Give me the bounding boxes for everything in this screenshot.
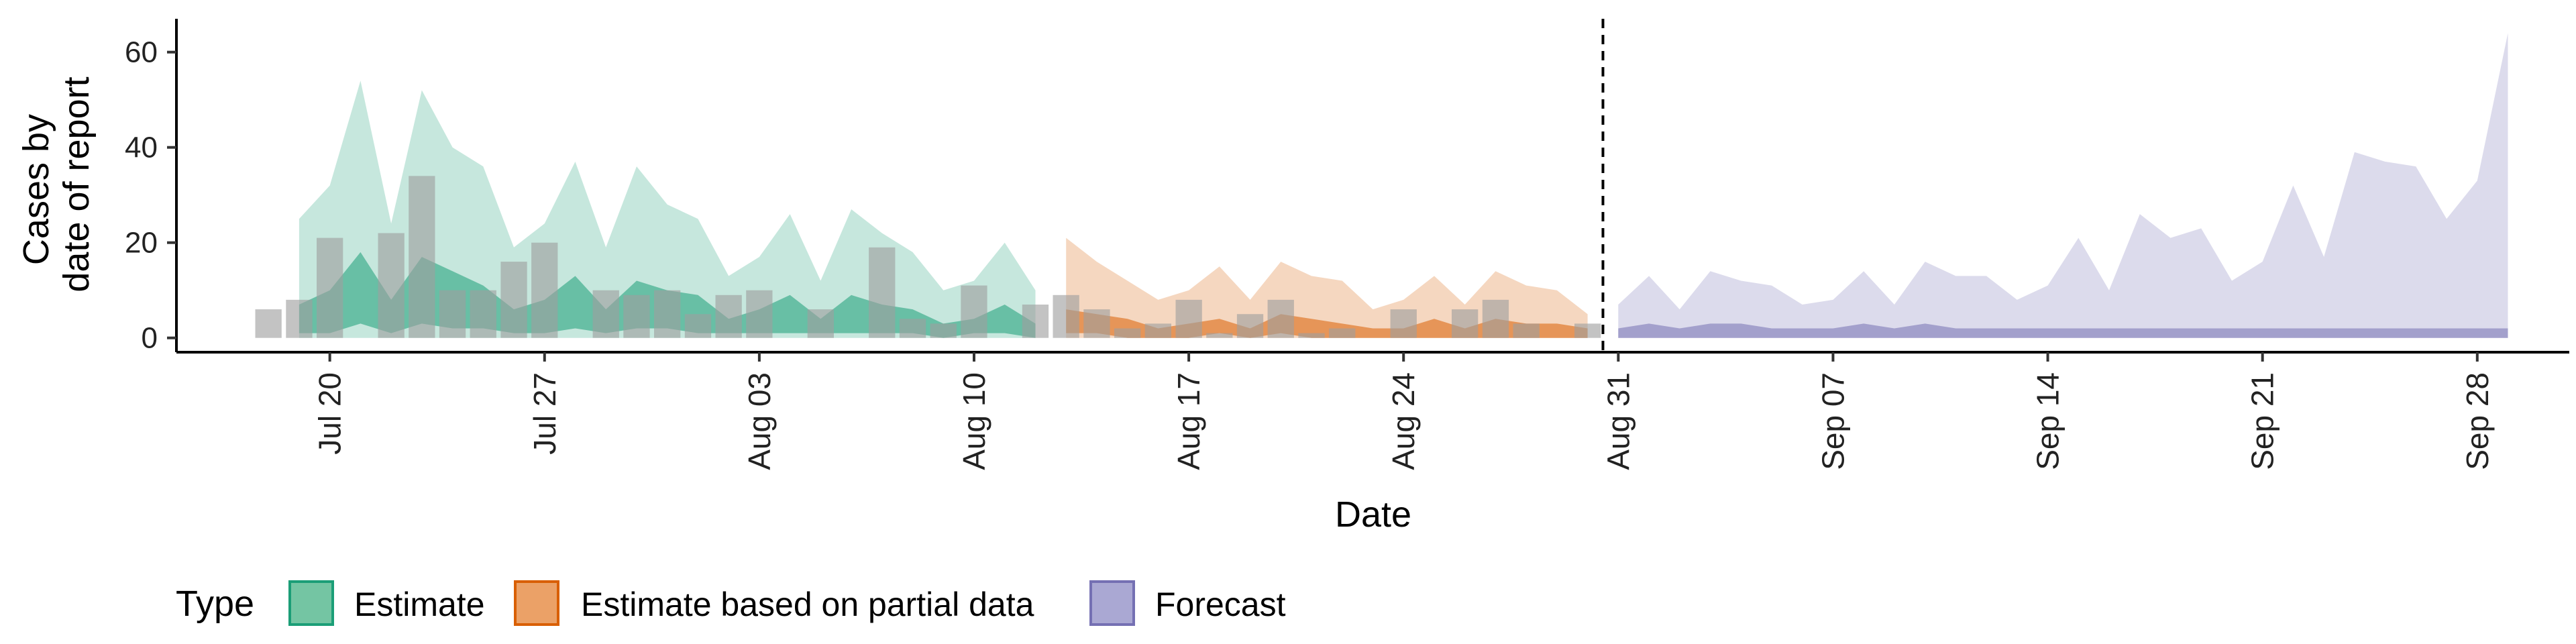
y-axis-title-line-1: Cases by (16, 114, 56, 265)
legend: Type Estimate Estimate based on partial … (176, 580, 1286, 626)
bar-2020-08-28 (1513, 323, 1540, 338)
interval-bands (299, 33, 2508, 338)
bar-2020-08-14 (1083, 309, 1110, 338)
bar-2020-08-21 (1298, 333, 1325, 338)
y-tick-label-60: 60 (125, 36, 158, 69)
bar-2020-08-10 (961, 285, 987, 338)
y-tick-label-0: 0 (142, 322, 158, 355)
bar-2020-08-13 (1053, 294, 1079, 338)
bar-2020-07-29 (592, 290, 619, 338)
bar-2020-08-07 (869, 247, 896, 338)
bar-2020-08-30 (1574, 323, 1601, 338)
legend-key-forecast (1089, 580, 1135, 626)
bar-2020-08-05 (807, 309, 834, 338)
legend-label-forecast: Forecast (1155, 586, 1286, 623)
bar-2020-07-24 (439, 290, 466, 338)
x-axis-ticks: Jul 20 Jul 27 Aug 03 Aug 10 Aug 17 Aug 24 Aug … (313, 352, 2495, 470)
y-tick-label-40: 40 (125, 131, 158, 164)
bar-2020-07-31 (654, 290, 681, 338)
y-tick-label-20: 20 (125, 227, 158, 260)
bar-2020-08-01 (684, 314, 712, 338)
bar-2020-07-30 (623, 294, 650, 338)
x-tick-label-2020-07-27: Jul 27 (527, 372, 562, 455)
bar-2020-07-26 (500, 262, 527, 338)
bar-2020-08-16 (1144, 323, 1171, 338)
bar-2020-08-24 (1390, 309, 1417, 338)
bar-2020-08-19 (1236, 314, 1264, 338)
legend-key-estimate-partial (514, 580, 559, 626)
x-tick-label-2020-08-03: Aug 03 (742, 372, 777, 470)
bar-2020-08-15 (1114, 328, 1141, 338)
band-90-series-0 (299, 80, 1036, 338)
band-50-series-2 (1618, 323, 2508, 338)
x-tick-label-2020-08-31: Aug 31 (1601, 372, 1635, 470)
x-tick-label-2020-07-20: Jul 20 (313, 372, 347, 455)
bar-2020-08-02 (715, 294, 742, 338)
bar-2020-08-26 (1452, 309, 1479, 338)
x-axis-title: Date (1335, 494, 1411, 535)
x-tick-label-2020-09-14: Sep 14 (2031, 372, 2065, 470)
bar-2020-07-23 (409, 176, 435, 338)
x-tick-label-2020-09-21: Sep 21 (2245, 372, 2280, 470)
bar-2020-08-27 (1482, 299, 1509, 338)
x-tick-label-2020-09-28: Sep 28 (2460, 372, 2495, 470)
reported-case-bars (255, 176, 1601, 338)
band-90-series-2 (1618, 33, 2508, 338)
bar-2020-08-18 (1206, 333, 1233, 338)
legend-key-estimate (288, 580, 334, 626)
legend-title: Type (176, 584, 254, 624)
bar-2020-07-18 (255, 309, 282, 338)
bar-2020-07-25 (470, 290, 496, 338)
bar-2020-07-19 (286, 299, 313, 338)
bar-2020-08-03 (746, 290, 773, 338)
legend-label-estimate: Estimate (354, 586, 485, 623)
bar-2020-08-22 (1329, 328, 1356, 338)
bar-2020-08-17 (1175, 299, 1202, 338)
legend-label-estimate-partial: Estimate based on partial data (581, 586, 1034, 623)
bar-2020-08-12 (1022, 305, 1049, 338)
y-axis-ticks: 0 20 40 60 (125, 36, 176, 355)
bar-2020-08-08 (899, 319, 926, 338)
x-tick-label-2020-08-10: Aug 10 (957, 372, 991, 470)
bar-2020-07-20 (317, 237, 343, 338)
bar-2020-07-27 (531, 242, 558, 338)
y-axis-title: Cases by date of report (16, 76, 97, 292)
x-tick-label-2020-09-07: Sep 07 (1816, 372, 1851, 470)
x-tick-label-2020-08-17: Aug 17 (1171, 372, 1206, 470)
x-tick-label-2020-08-24: Aug 24 (1386, 372, 1421, 470)
bar-2020-07-22 (378, 233, 405, 338)
y-axis-title-line-2: date of report (56, 76, 97, 292)
bar-2020-08-20 (1267, 299, 1294, 338)
bar-2020-08-09 (930, 323, 957, 338)
